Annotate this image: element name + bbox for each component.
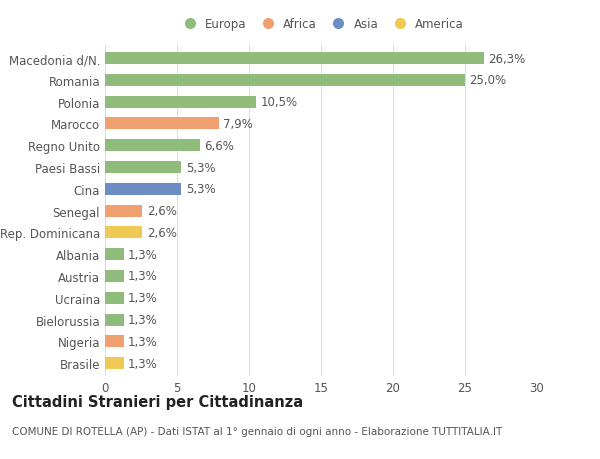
Bar <box>105 162 181 174</box>
Bar <box>105 53 484 65</box>
Text: 1,3%: 1,3% <box>128 248 158 261</box>
Bar <box>105 205 142 217</box>
Bar <box>105 227 142 239</box>
Text: 5,3%: 5,3% <box>185 161 215 174</box>
Legend: Europa, Africa, Asia, America: Europa, Africa, Asia, America <box>176 16 466 34</box>
Text: 2,6%: 2,6% <box>147 205 176 218</box>
Text: 1,3%: 1,3% <box>128 313 158 326</box>
Text: 7,9%: 7,9% <box>223 118 253 131</box>
Text: 26,3%: 26,3% <box>488 52 525 66</box>
Bar <box>105 358 124 369</box>
Text: 5,3%: 5,3% <box>185 183 215 196</box>
Bar <box>105 270 124 282</box>
Text: 2,6%: 2,6% <box>147 226 176 239</box>
Text: 10,5%: 10,5% <box>260 96 298 109</box>
Text: Cittadini Stranieri per Cittadinanza: Cittadini Stranieri per Cittadinanza <box>12 394 303 409</box>
Bar <box>105 75 465 87</box>
Bar <box>105 96 256 108</box>
Text: COMUNE DI ROTELLA (AP) - Dati ISTAT al 1° gennaio di ogni anno - Elaborazione TU: COMUNE DI ROTELLA (AP) - Dati ISTAT al 1… <box>12 426 502 436</box>
Text: 6,6%: 6,6% <box>205 140 234 152</box>
Bar <box>105 314 124 326</box>
Bar <box>105 292 124 304</box>
Text: 1,3%: 1,3% <box>128 335 158 348</box>
Text: 1,3%: 1,3% <box>128 291 158 305</box>
Text: 1,3%: 1,3% <box>128 357 158 370</box>
Text: 25,0%: 25,0% <box>469 74 506 87</box>
Bar <box>105 118 219 130</box>
Bar <box>105 249 124 261</box>
Bar <box>105 140 200 152</box>
Text: 1,3%: 1,3% <box>128 270 158 283</box>
Bar <box>105 336 124 347</box>
Bar <box>105 184 181 196</box>
